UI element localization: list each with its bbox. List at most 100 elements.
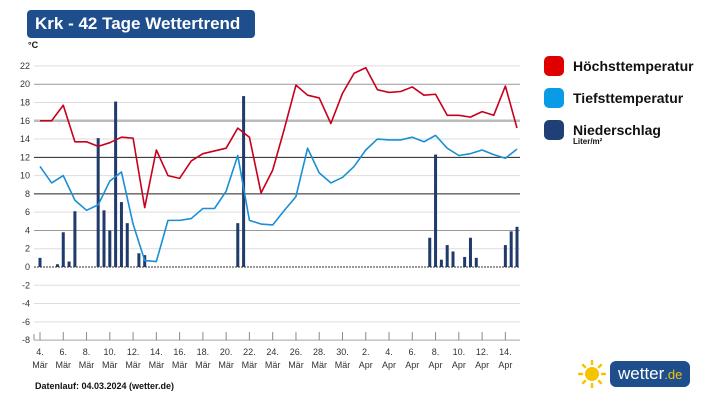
x-tick-day: 24. (266, 347, 279, 357)
y-tick-label: -2 (22, 280, 30, 290)
x-tick-month: Mär (242, 360, 258, 370)
logo-word: wetter (618, 364, 665, 383)
y-tick-label: 16 (20, 116, 30, 126)
x-tick-month: Apr (359, 360, 373, 370)
precip-bar (451, 251, 455, 267)
x-tick-month: Mär (195, 360, 211, 370)
x-tick-month: Apr (382, 360, 396, 370)
legend-label: Niederschlag (573, 122, 661, 138)
x-tick-day: 4. (36, 347, 44, 357)
y-tick-label: -8 (22, 335, 30, 345)
legend-item-max: Höchsttemperatur (544, 50, 694, 82)
precip-bar (434, 154, 438, 267)
x-tick-day: 20. (220, 347, 233, 357)
x-tick-day: 8. (83, 347, 91, 357)
max-temp-line (40, 66, 518, 209)
x-tick-day: 2. (362, 347, 370, 357)
x-tick-day: 26. (290, 347, 303, 357)
precip-bar (137, 253, 141, 267)
y-tick-label: 10 (20, 171, 30, 181)
legend-swatch-max (544, 56, 564, 76)
legend-item-min: Tiefsttemperatur (544, 82, 694, 114)
x-tick-day: 18. (197, 347, 210, 357)
y-tick-label: 12 (20, 152, 30, 162)
x-tick-month: Mär (172, 360, 188, 370)
x-tick-day: 22. (243, 347, 256, 357)
legend-item-precip: Niederschlag (544, 114, 694, 146)
x-tick-month: Mär (32, 360, 48, 370)
precip-bar (242, 96, 246, 267)
precip-bar (108, 230, 112, 267)
y-tick-label: 0 (25, 262, 30, 272)
precip-bar (38, 257, 42, 267)
precip-bar (236, 223, 240, 267)
y-tick-label: 18 (20, 97, 30, 107)
x-tick-month: Apr (429, 360, 443, 370)
y-tick-label: 4 (25, 225, 30, 235)
precip-bar (73, 211, 77, 267)
precip-bar (515, 226, 519, 267)
x-tick-day: 6. (409, 347, 417, 357)
precip-bar (67, 261, 71, 267)
y-tick-label: 22 (20, 61, 30, 71)
min-temp-line (39, 134, 518, 263)
y-tick-label: -4 (22, 299, 30, 309)
y-axis-unit: °C (28, 40, 39, 50)
data-run-note: Datenlauf: 04.03.2024 (wetter.de) (35, 381, 175, 391)
wetter-logo[interactable]: wetter.de (578, 360, 691, 388)
x-tick-day: 6. (60, 347, 68, 357)
x-tick-day: 30. (336, 347, 349, 357)
precip-bar (445, 245, 449, 267)
x-tick-month: Mär (125, 360, 141, 370)
precip-bar (509, 231, 513, 267)
y-tick-label: 8 (25, 189, 30, 199)
logo-suffix: .de (664, 367, 683, 382)
x-tick-month: Mär (149, 360, 165, 370)
precip-bar (463, 256, 467, 267)
logo-text: wetter.de (610, 361, 691, 387)
x-tick-day: 10. (453, 347, 466, 357)
legend-label: Tiefsttemperatur (573, 90, 684, 106)
x-tick-month: Apr (475, 360, 489, 370)
precip-bar (61, 232, 65, 267)
page-title: Krk - 42 Tage Wettertrend (27, 10, 255, 38)
precip-bar (96, 138, 100, 267)
y-tick-label: 14 (20, 134, 30, 144)
x-tick-day: 16. (173, 347, 186, 357)
x-tick-day: 4. (385, 347, 393, 357)
x-tick-month: Mär (265, 360, 281, 370)
precip-bar (119, 202, 123, 267)
precip-bar (474, 257, 478, 267)
precip-bar (114, 101, 118, 267)
x-tick-month: Apr (498, 360, 512, 370)
legend-swatch-min (544, 88, 564, 108)
y-tick-label: -6 (22, 317, 30, 327)
legend: Höchsttemperatur Tiefsttemperatur Nieder… (544, 50, 694, 146)
precip-bar (468, 237, 472, 267)
x-tick-month: Mär (102, 360, 118, 370)
precip-unit: Liter/m² (573, 137, 603, 146)
legend-label: Höchsttemperatur (573, 58, 694, 74)
legend-swatch-precip (544, 120, 564, 140)
precip-bar (428, 237, 432, 267)
precip-bar (503, 245, 507, 267)
y-tick-label: 20 (20, 79, 30, 89)
x-tick-month: Apr (405, 360, 419, 370)
precip-bar (102, 210, 106, 267)
x-tick-day: 28. (313, 347, 326, 357)
x-tick-month: Apr (452, 360, 466, 370)
y-tick-label: 6 (25, 207, 30, 217)
x-tick-day: 12. (127, 347, 140, 357)
x-tick-month: Mär (218, 360, 234, 370)
sun-icon (578, 360, 606, 388)
x-tick-month: Mär (335, 360, 351, 370)
x-tick-month: Mär (79, 360, 95, 370)
y-tick-label: 2 (25, 244, 30, 254)
x-tick-day: 14. (499, 347, 512, 357)
x-tick-day: 10. (104, 347, 117, 357)
precip-bar (439, 259, 443, 267)
x-tick-month: Mär (311, 360, 327, 370)
x-tick-month: Mär (56, 360, 72, 370)
precip-bar (55, 264, 59, 267)
